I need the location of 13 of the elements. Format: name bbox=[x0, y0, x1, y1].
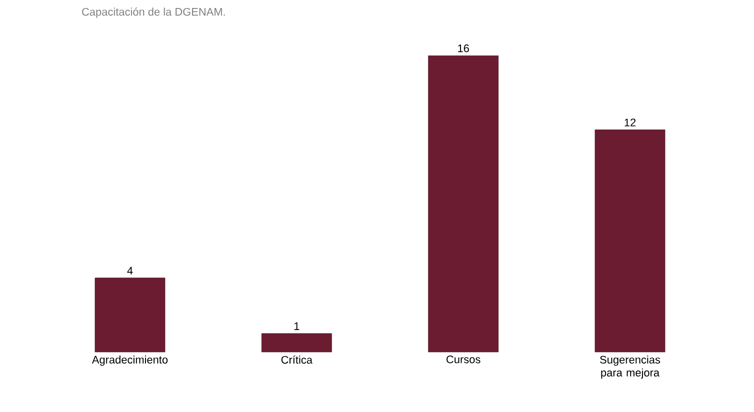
x-tick-label: Cursos bbox=[446, 356, 480, 364]
bar bbox=[94, 278, 166, 352]
bar bbox=[428, 55, 499, 352]
x-tick-label: Sugerencias para mejora bbox=[600, 356, 660, 379]
data-label: 4 bbox=[127, 266, 133, 274]
bar bbox=[594, 130, 666, 352]
data-label: 16 bbox=[458, 44, 469, 52]
x-tick-label: Agradecimiento bbox=[92, 356, 168, 366]
data-label: 12 bbox=[624, 118, 636, 126]
chart-title: Capacitación de la DGENAM. bbox=[82, 8, 225, 18]
bar bbox=[261, 333, 332, 352]
x-tick-label: Crítica bbox=[281, 356, 312, 364]
data-label: 1 bbox=[294, 322, 300, 330]
